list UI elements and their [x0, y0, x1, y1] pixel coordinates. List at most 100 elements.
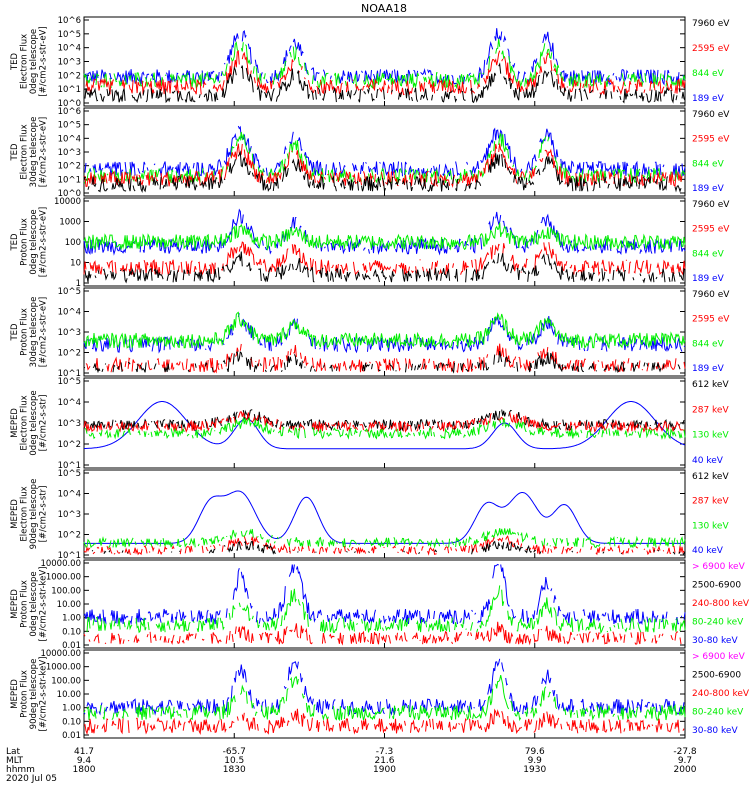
y-tick-label: 10.00	[57, 600, 81, 610]
y-axis-label-line: TED	[10, 52, 20, 71]
y-tick-label: 10^5	[58, 287, 81, 297]
legend-entry: 80-240 keV	[692, 708, 744, 718]
y-axis-label-line: Proton Flux	[20, 670, 30, 718]
y-tick-label: 10^5	[58, 469, 81, 479]
legend-entry: 287 keV	[692, 405, 729, 415]
y-axis-label-line: [#/cm2-s-str-eV]	[39, 26, 49, 96]
legend-entry: 287 keV	[692, 497, 729, 507]
series-trace	[83, 528, 686, 549]
y-tick-label: 10^5	[58, 30, 81, 40]
y-tick-label: 10^5	[58, 121, 81, 131]
y-axis-label-line: MEPED	[10, 589, 20, 619]
panel-4: 10^5 10^4 10^3 10^2 10^1 TEDProton Flux30deg …	[10, 287, 730, 379]
legend-entry: 80-240 keV	[692, 618, 744, 628]
y-axis-label-line: [#/cm2-s-str-eV]	[39, 117, 49, 187]
axis-tick-hhmm: 1930	[523, 765, 546, 775]
y-tick-label: 10^4	[58, 308, 81, 318]
legend-entry: 30-80 keV	[692, 726, 738, 736]
legend-entry: 844 eV	[692, 339, 725, 349]
axis-tick-lat: -65.7	[223, 747, 246, 757]
y-axis-label-line: 30deg telescope	[29, 297, 39, 368]
y-tick-label: 10^1	[58, 369, 81, 379]
y-axis-label-line: Proton Flux	[20, 580, 30, 628]
y-tick-label: 10^4	[58, 44, 81, 54]
y-axis-label-line: [#/cm2-s-str]	[39, 486, 49, 543]
legend-entry: 2595 eV	[692, 315, 730, 325]
y-tick-label: 10^4	[58, 134, 81, 144]
legend-entry: 7960 eV	[692, 200, 730, 210]
legend-entry: 7960 eV	[692, 110, 730, 120]
y-axis-label: MEPEDElectron Flux0deg telescope[#/cm2-s…	[10, 390, 49, 455]
legend-entry: 844 eV	[692, 69, 725, 79]
legend-entry: 40 keV	[692, 546, 724, 556]
legend-entry: 2500-6900	[692, 671, 741, 681]
y-tick-label: 10^2	[58, 531, 81, 541]
axis-tick-mlt: 10.5	[224, 756, 244, 766]
axis-row-label: Lat	[6, 747, 21, 757]
y-tick-label: 10^3	[58, 58, 81, 68]
axis-date: 2020 Jul 05	[6, 774, 57, 784]
y-tick-label: 1.00	[62, 614, 81, 624]
y-tick-label: 10000.00	[40, 559, 81, 569]
y-axis-label-line: TED	[10, 323, 20, 342]
series-trace	[83, 311, 686, 350]
y-axis-label: TEDProton Flux0deg telescope[#/cm2-s-str…	[10, 207, 49, 277]
y-tick-label: 100.00	[51, 586, 81, 596]
y-tick-label: 10^3	[58, 328, 81, 338]
panel-8: 10000.00 1000.00 100.00 10.00 1.00 0.10 0.01 ME…	[10, 649, 750, 741]
legend-entry: 612 keV	[692, 472, 729, 482]
axis-row-label: hhmm	[6, 765, 35, 775]
y-tick-label: 0.10	[62, 717, 81, 727]
y-axis-label-line: Electron Flux	[20, 395, 30, 450]
legend-entry: 240-800 keV	[692, 599, 750, 609]
series-trace	[83, 411, 686, 434]
panel-frame	[83, 16, 686, 107]
y-axis-label-line: Electron Flux	[20, 124, 30, 179]
y-tick-label: 1.00	[62, 704, 81, 714]
y-tick-label: 10^4	[58, 398, 81, 408]
y-tick-label: 10^2	[58, 440, 81, 450]
series-trace	[86, 585, 686, 635]
y-axis-label-line: [#/cm2-s-str-eV]	[39, 297, 49, 367]
y-tick-label: 10^2	[58, 71, 81, 81]
legend-entry: 2500-6900	[692, 581, 741, 591]
y-axis-label-line: 0deg telescope	[29, 390, 39, 455]
y-axis-label-line: [#/cm2-s-str-keV]	[39, 567, 49, 642]
y-tick-label: 1	[76, 279, 81, 289]
axis-tick-lat: 79.6	[525, 747, 545, 757]
panel-frame	[83, 469, 686, 559]
legend-entry: 7960 eV	[692, 19, 730, 29]
legend-entry: 844 eV	[692, 249, 725, 259]
y-axis-label-line: TED	[10, 143, 20, 162]
legend-entry: 612 keV	[692, 380, 729, 390]
y-tick-label: 10^3	[58, 148, 81, 158]
legend-entry: 2595 eV	[692, 135, 730, 145]
y-tick-label: 10^0	[58, 189, 81, 199]
legend-entry: 130 keV	[692, 521, 729, 531]
legend-entry: 240-800 keV	[692, 689, 750, 699]
series-trace	[84, 416, 686, 440]
y-tick-label: 10^1	[58, 461, 81, 471]
axis-tick-hhmm: 1830	[223, 765, 246, 775]
series-trace	[84, 490, 685, 544]
y-tick-label: 10^6	[58, 16, 81, 26]
axis-tick-mlt: 21.6	[374, 756, 394, 766]
legend-entry: 40 keV	[692, 456, 724, 466]
y-axis-label: MEPEDElectron Flux90deg telescope[#/cm2-…	[10, 479, 49, 550]
y-axis-label: TEDElectron Flux30deg telescope[#/cm2-s-…	[10, 117, 49, 188]
panel-frame	[83, 649, 686, 739]
axis-tick-hhmm: 1800	[73, 765, 96, 775]
y-axis-label-line: TED	[10, 233, 20, 252]
y-axis-label-line: 90deg telescope	[29, 659, 39, 730]
panel-3: 10000 1000 100 10 1 TEDProton Flux0deg telesc…	[10, 197, 730, 289]
y-axis-label: TEDElectron Flux0deg telescope[#/cm2-s-s…	[10, 26, 49, 96]
y-axis-label-line: Proton Flux	[20, 308, 30, 356]
axis-tick-lat: -27.8	[673, 747, 697, 757]
y-axis-label-line: 0deg telescope	[29, 209, 39, 274]
series-trace	[83, 401, 686, 450]
y-axis-label-line: [#/cm2-s-str-keV]	[39, 657, 49, 732]
y-axis-label-line: 30deg telescope	[29, 117, 39, 188]
figure-title: NOAA18	[361, 2, 407, 15]
y-tick-label: 10^1	[58, 85, 81, 95]
